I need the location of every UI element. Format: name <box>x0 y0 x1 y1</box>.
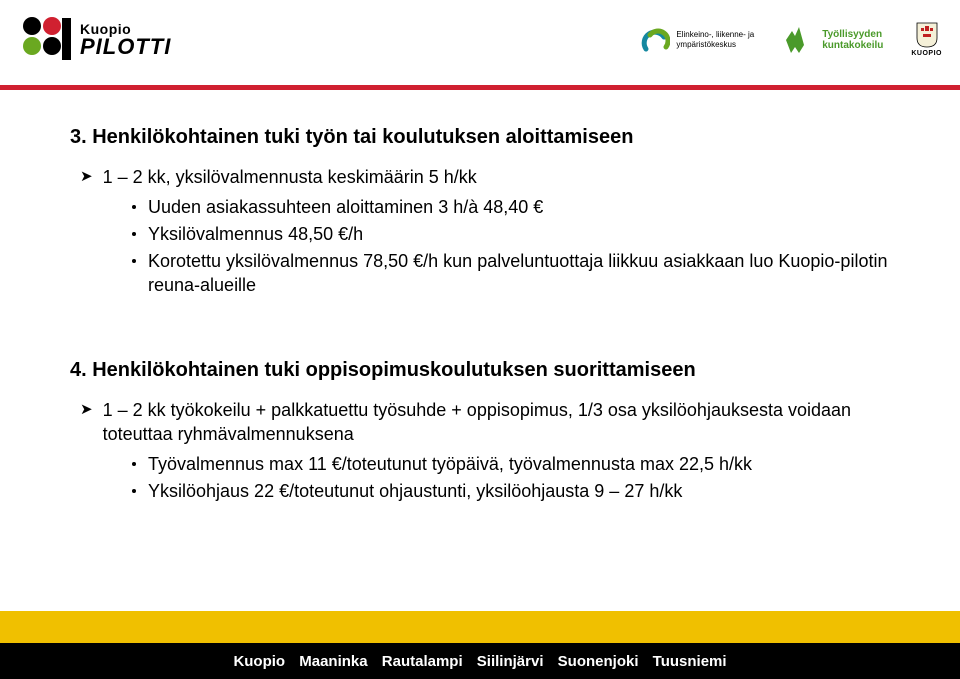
footer-cities: Kuopio Maaninka Rautalampi Siilinjärvi S… <box>233 653 726 670</box>
yellow-bottom-bar <box>0 611 960 643</box>
section-1-title: 3. Henkilökohtainen tuki työn tai koulut… <box>70 126 890 149</box>
ely-text: Elinkeino-, liikenne- ja ympäristökeskus <box>676 30 754 50</box>
red-divider-bar <box>0 85 960 90</box>
section-2-title: 4. Henkilökohtainen tuki oppisopimuskoul… <box>70 359 890 382</box>
arrow-icon: ➤ <box>80 166 93 188</box>
logo-main-text: PILOTTI <box>80 36 171 58</box>
kuopio-crest-label: KUOPIO <box>911 50 942 57</box>
pilotti-mark-icon <box>18 12 74 68</box>
list-item: Yksilöohjaus 22 €/toteutunut ohjaustunti… <box>132 479 890 503</box>
bullet-icon <box>132 205 136 209</box>
bullet-icon <box>132 462 136 466</box>
section-2-bullets: Työvalmennus max 11 €/toteutunut työpäiv… <box>132 452 890 503</box>
section-1-arrow-item: ➤ 1 – 2 kk, yksilövalmennusta keskimääri… <box>80 165 890 189</box>
partner-logos: Elinkeino-, liikenne- ja ympäristökeskus… <box>640 22 942 57</box>
kuopio-crest: KUOPIO <box>911 22 942 57</box>
section-1-arrow-text: 1 – 2 kk, yksilövalmennusta keskimäärin … <box>103 165 477 189</box>
bullet-text: Työvalmennus max 11 €/toteutunut työpäiv… <box>148 452 752 476</box>
footer: Kuopio Maaninka Rautalampi Siilinjärvi S… <box>0 643 960 679</box>
bullet-text: Yksilövalmennus 48,50 €/h <box>148 222 363 246</box>
bullet-text: Korotettu yksilövalmennus 78,50 €/h kun … <box>148 249 890 297</box>
list-item: Yksilövalmennus 48,50 €/h <box>132 222 890 246</box>
tyollisyyden-logo: Työllisyyden kuntakokeilu <box>782 23 883 57</box>
ely-logo: Elinkeino-, liikenne- ja ympäristökeskus <box>640 25 754 55</box>
arrow-icon: ➤ <box>80 399 93 421</box>
list-item: Korotettu yksilövalmennus 78,50 €/h kun … <box>132 249 890 297</box>
tyollisyyden-icon <box>782 23 816 57</box>
bullet-icon <box>132 489 136 493</box>
pilotti-logo: Kuopio PILOTTI <box>18 12 171 68</box>
header: Kuopio PILOTTI Elinkeino-, liikenne- ja … <box>0 0 960 90</box>
list-item: Uuden asiakassuhteen aloittaminen 3 h/à … <box>132 195 890 219</box>
tyollisyyden-text: Työllisyyden kuntakokeilu <box>822 29 883 51</box>
section-2: 4. Henkilökohtainen tuki oppisopimuskoul… <box>70 359 890 503</box>
bullet-icon <box>132 232 136 236</box>
bullet-text: Yksilöohjaus 22 €/toteutunut ohjaustunti… <box>148 479 682 503</box>
pilotti-logo-text: Kuopio PILOTTI <box>80 22 171 58</box>
bullet-icon <box>132 259 136 263</box>
ely-icon <box>640 25 670 55</box>
section-1-bullets: Uuden asiakassuhteen aloittaminen 3 h/à … <box>132 195 890 297</box>
bullet-text: Uuden asiakassuhteen aloittaminen 3 h/à … <box>148 195 543 219</box>
slide-content: 3. Henkilökohtainen tuki työn tai koulut… <box>0 90 960 503</box>
section-2-arrow-text: 1 – 2 kk työkokeilu + palkkatuettu työsu… <box>103 398 890 446</box>
shield-icon <box>916 22 938 48</box>
section-2-arrow-item: ➤ 1 – 2 kk työkokeilu + palkkatuettu työ… <box>80 398 890 446</box>
list-item: Työvalmennus max 11 €/toteutunut työpäiv… <box>132 452 890 476</box>
